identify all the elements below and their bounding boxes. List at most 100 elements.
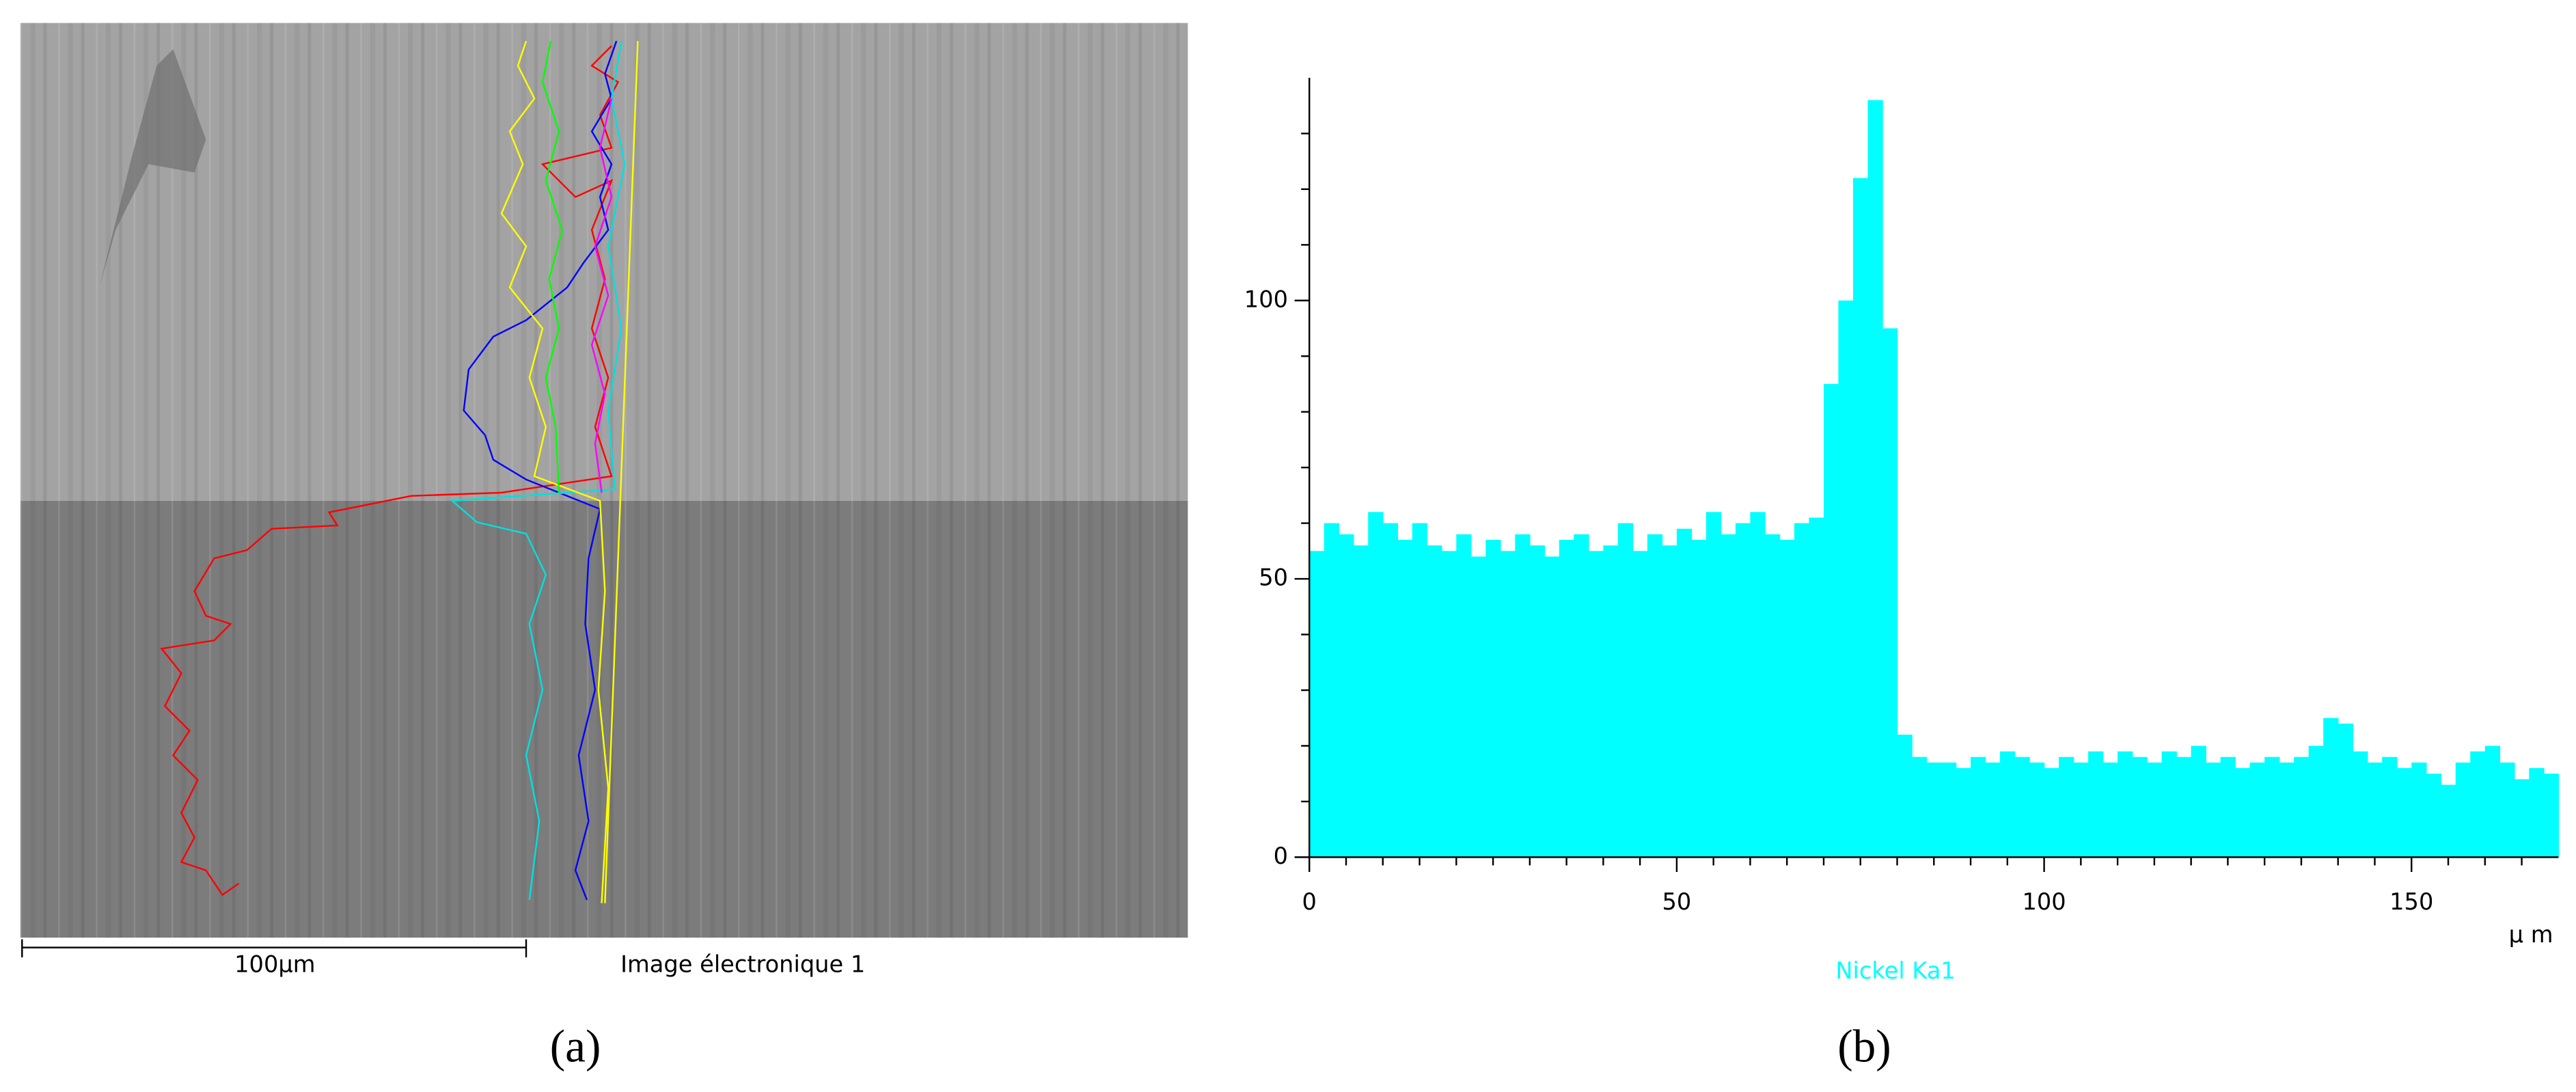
x-tick-label: 150 [2389,888,2433,915]
bar [1809,517,1824,858]
bar [1912,756,1928,858]
bar [2470,751,2486,858]
bar [1559,540,1575,858]
bar [2014,756,2030,858]
bar [2176,756,2192,858]
bar [1985,762,2001,858]
line-scan [500,40,609,903]
y-tick-label: 0 [1274,843,1288,869]
bar [2514,779,2530,858]
bar [2235,768,2251,858]
bar [1617,523,1634,858]
bar [2161,751,2177,858]
bar [1574,534,1589,858]
bar [1647,534,1663,858]
bar [2044,768,2059,858]
bar [1735,523,1751,858]
bar [2396,768,2412,858]
bar [1926,762,1942,858]
bar [2029,762,2045,858]
bar [1412,523,1428,858]
x-tick-label: 0 [1302,888,1317,915]
bar [2249,762,2265,858]
y-tick-label: 50 [1259,564,1288,591]
bar [1368,512,1384,858]
bar [2529,768,2545,858]
bar [2279,762,2294,858]
bar [2294,756,2310,858]
line-scan [463,40,618,901]
line-scan [590,98,613,493]
bar [2426,774,2441,858]
panel-label: (b) [1837,1020,1891,1071]
bar [1691,540,1707,858]
bar [2073,762,2089,858]
bar [2118,751,2133,858]
bar [2308,746,2324,858]
bar [2484,746,2501,858]
bar [1779,540,1795,858]
bar [2543,774,2560,858]
bar [1397,540,1413,858]
bar [1705,512,1722,858]
bar [1500,551,1516,858]
bar [1515,534,1531,858]
bar [1309,551,1325,858]
bar [1324,523,1339,858]
bar [1956,768,1971,858]
bar [2338,723,2353,858]
bar [2323,718,2339,858]
bar [2220,756,2236,858]
bar [2441,784,2456,858]
bar [1794,523,1810,858]
bar [1353,545,1369,858]
y-tick-label: 100 [1244,286,1288,312]
image-texture [20,23,1188,938]
bar [1427,545,1442,858]
line-scan [541,40,564,493]
bar [1750,512,1766,858]
line-scan [450,40,626,900]
scale-bar-label: 100µm [234,951,315,977]
bar [1838,300,1854,858]
line-scan [604,41,639,903]
bar [2353,751,2368,858]
bar [1441,551,1457,858]
bar [1721,534,1736,858]
bar [2264,756,2280,858]
bar [1852,178,1869,858]
x-axis-label: µ m [2509,921,2553,948]
bar [1823,383,1839,858]
bar [1485,540,1501,858]
bar [2147,762,2163,858]
bar [1529,545,1546,858]
bar [2191,746,2206,858]
bar [2455,762,2471,858]
bar [1662,545,1677,858]
sem-image [20,23,1188,938]
bar [1382,523,1399,858]
legend-label: Nickel Ka1 [1835,957,1955,984]
bar [1867,100,1883,858]
bar [1632,551,1648,858]
bar [1544,556,1560,858]
bar [2367,762,2383,858]
bar [2132,756,2148,858]
bar [2382,756,2398,858]
bar [1764,534,1781,858]
bar [2102,762,2118,858]
image-caption: Image électronique 1 [620,951,865,977]
bar [1676,528,1693,858]
bar [1588,551,1604,858]
bar [1882,328,1898,858]
bar [1897,735,1913,858]
line-scan [160,45,620,897]
x-tick-label: 100 [2022,888,2066,915]
bar [1971,756,1986,858]
bar [1941,762,1957,858]
bar [2206,762,2221,858]
x-tick-label: 50 [1662,888,1692,915]
bar [1339,534,1354,858]
bar [1456,534,1472,858]
